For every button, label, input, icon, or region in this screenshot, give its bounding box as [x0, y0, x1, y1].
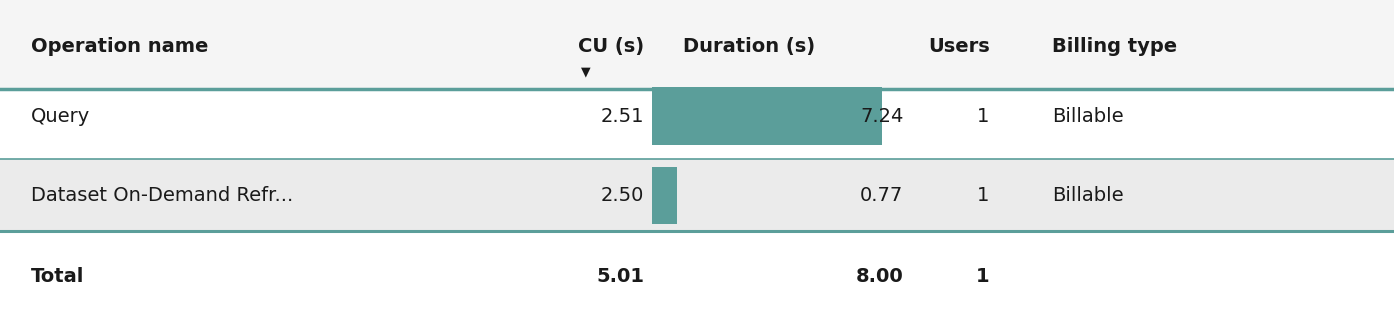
Text: 5.01: 5.01	[597, 267, 644, 286]
Text: ▼: ▼	[581, 65, 591, 78]
Text: Total: Total	[31, 267, 84, 286]
Text: 2.51: 2.51	[601, 107, 644, 126]
Text: 0.77: 0.77	[860, 186, 903, 205]
Bar	[0, 89, 1394, 159]
Bar	[0, 0, 1394, 89]
Text: 8.00: 8.00	[856, 267, 903, 286]
Text: Operation name: Operation name	[31, 37, 208, 56]
Text: Duration (s): Duration (s)	[683, 37, 815, 56]
Text: Billable: Billable	[1052, 107, 1124, 126]
Text: CU (s): CU (s)	[579, 37, 644, 56]
Text: Billing type: Billing type	[1052, 37, 1178, 56]
Bar	[652, 87, 882, 145]
Text: Users: Users	[928, 37, 990, 56]
Text: 1: 1	[977, 107, 990, 126]
Text: Query: Query	[31, 107, 91, 126]
Bar	[652, 167, 677, 224]
Text: Billable: Billable	[1052, 186, 1124, 205]
Text: Dataset On-Demand Refr...: Dataset On-Demand Refr...	[31, 186, 293, 205]
Text: 1: 1	[976, 267, 990, 286]
Text: 2.50: 2.50	[601, 186, 644, 205]
Bar	[0, 231, 1394, 318]
Bar	[0, 159, 1394, 231]
Text: 1: 1	[977, 186, 990, 205]
Text: 7.24: 7.24	[860, 107, 903, 126]
